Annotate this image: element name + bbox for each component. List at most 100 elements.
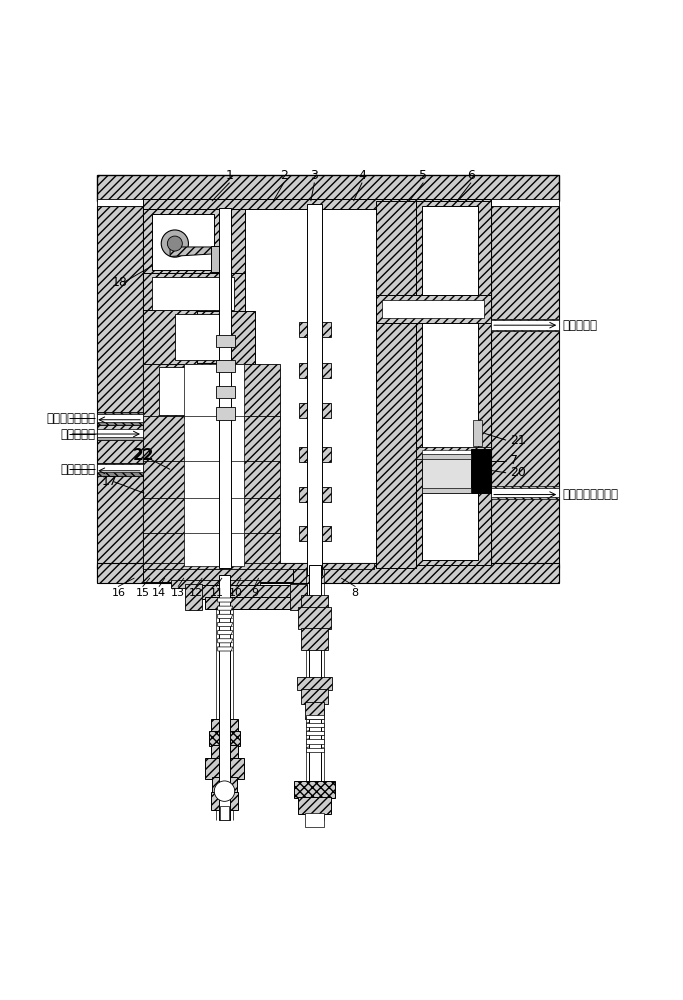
Text: 3: 3 xyxy=(310,169,318,182)
Text: 13: 13 xyxy=(171,588,185,598)
Bar xyxy=(211,246,221,272)
Polygon shape xyxy=(218,614,233,618)
Bar xyxy=(221,806,229,820)
Bar xyxy=(219,208,232,568)
Text: 高压油进入: 高压油进入 xyxy=(60,428,95,441)
Text: 泄油回油箱: 泄油回油箱 xyxy=(563,319,598,332)
Bar xyxy=(299,526,331,541)
Polygon shape xyxy=(306,715,324,719)
Bar xyxy=(96,206,143,568)
Text: 感应转速的液压油: 感应转速的液压油 xyxy=(563,488,619,501)
Polygon shape xyxy=(306,748,324,752)
Bar xyxy=(184,461,244,500)
Bar xyxy=(206,758,244,779)
Bar xyxy=(491,565,559,582)
Bar xyxy=(209,731,240,746)
Bar xyxy=(491,320,559,330)
Bar xyxy=(298,797,331,814)
Bar xyxy=(152,214,214,270)
Text: 6: 6 xyxy=(466,169,475,182)
Text: 22: 22 xyxy=(133,448,154,463)
Bar xyxy=(211,719,238,733)
Bar xyxy=(299,403,331,418)
Bar xyxy=(305,813,324,827)
Text: 速关阀泄油: 速关阀泄油 xyxy=(60,463,95,476)
Bar xyxy=(243,461,280,500)
Bar xyxy=(171,580,260,588)
Circle shape xyxy=(161,230,189,257)
Bar xyxy=(175,314,224,360)
Bar xyxy=(299,487,331,502)
Bar xyxy=(96,175,559,201)
Bar xyxy=(159,367,201,415)
Circle shape xyxy=(214,781,235,801)
Bar xyxy=(143,310,197,364)
Bar xyxy=(290,584,307,610)
Bar xyxy=(143,209,245,276)
Bar xyxy=(211,745,238,760)
Text: 9: 9 xyxy=(251,588,258,598)
Polygon shape xyxy=(218,647,233,651)
Polygon shape xyxy=(306,731,324,735)
Bar xyxy=(243,416,280,463)
Bar xyxy=(307,204,322,575)
Text: 15: 15 xyxy=(136,588,150,598)
Bar xyxy=(294,781,335,798)
Bar xyxy=(422,452,475,493)
Bar xyxy=(376,295,491,323)
Bar xyxy=(243,533,280,566)
Polygon shape xyxy=(218,639,233,643)
Bar xyxy=(301,689,328,704)
Bar xyxy=(301,628,328,650)
Text: 17: 17 xyxy=(102,475,118,488)
Bar xyxy=(422,206,477,560)
Bar xyxy=(143,533,185,566)
Bar xyxy=(96,464,143,472)
Bar xyxy=(243,498,280,535)
Bar xyxy=(382,300,484,318)
Bar xyxy=(184,364,244,418)
Bar xyxy=(96,429,143,437)
Bar xyxy=(305,702,324,719)
Bar xyxy=(422,488,471,493)
Bar xyxy=(96,412,143,425)
Bar xyxy=(216,360,235,372)
Bar xyxy=(96,463,143,476)
Bar xyxy=(143,498,185,535)
Bar xyxy=(143,199,491,209)
Polygon shape xyxy=(218,631,233,635)
Bar xyxy=(417,447,491,459)
Text: 10: 10 xyxy=(229,588,243,598)
Bar xyxy=(491,319,559,331)
Polygon shape xyxy=(218,606,233,610)
Polygon shape xyxy=(218,598,233,602)
Text: 14: 14 xyxy=(152,588,166,598)
Bar xyxy=(376,201,417,568)
Text: 4: 4 xyxy=(358,169,366,182)
Bar xyxy=(96,565,143,582)
Bar xyxy=(143,563,374,569)
Polygon shape xyxy=(306,739,324,744)
Bar xyxy=(185,584,202,610)
Bar xyxy=(216,386,235,398)
Polygon shape xyxy=(218,622,233,627)
Text: 21: 21 xyxy=(510,434,526,447)
Bar xyxy=(491,206,559,568)
Polygon shape xyxy=(170,247,216,256)
Bar xyxy=(96,563,559,583)
Text: 20: 20 xyxy=(510,466,526,479)
Bar xyxy=(299,322,331,337)
Bar xyxy=(301,595,328,609)
Circle shape xyxy=(167,236,182,251)
Bar xyxy=(143,461,185,500)
Bar xyxy=(299,363,331,378)
Text: 1: 1 xyxy=(225,169,233,182)
Text: 7: 7 xyxy=(510,454,518,467)
Text: 12: 12 xyxy=(189,588,203,598)
Text: 16: 16 xyxy=(111,588,126,598)
Bar xyxy=(184,416,244,463)
Bar xyxy=(143,363,218,418)
Bar xyxy=(471,449,491,493)
Bar xyxy=(143,416,185,463)
Bar xyxy=(143,364,185,418)
